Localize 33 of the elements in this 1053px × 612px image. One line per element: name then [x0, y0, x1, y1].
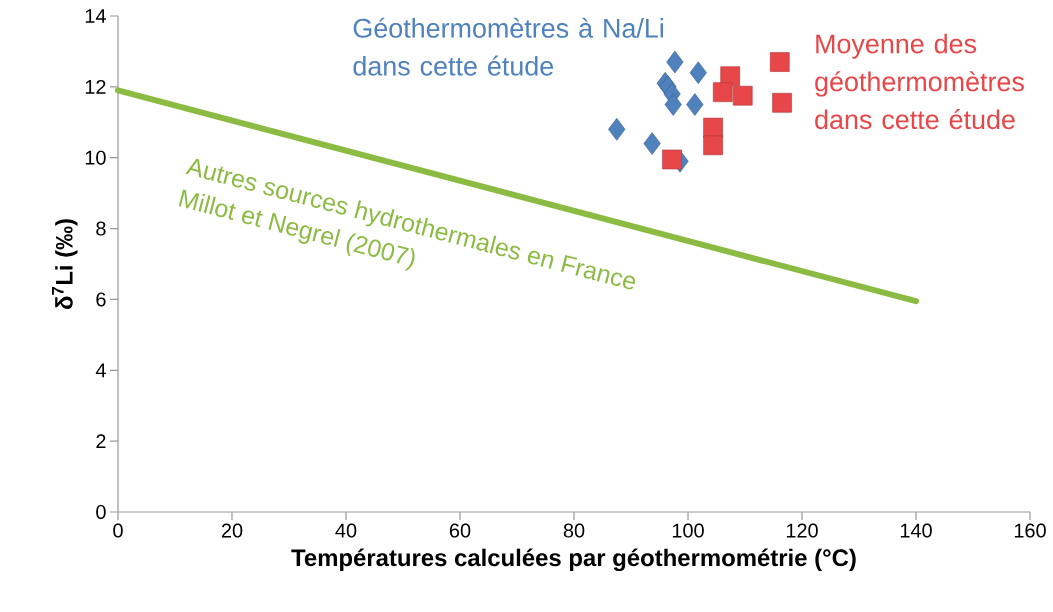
y-tick-label: 0: [96, 504, 106, 520]
series-label: Géothermomètres à Na/Li dans cette étude: [353, 17, 663, 76]
point: [666, 50, 684, 74]
x-tick-label: 140: [900, 523, 932, 538]
point: [769, 52, 790, 72]
point: [689, 61, 707, 84]
point: [772, 92, 792, 113]
x-tick-label: 20: [221, 523, 243, 538]
y-axis-title: δ$^{7}$Li (‰): [52, 219, 78, 310]
y-tick-label: 12: [85, 79, 106, 94]
y-tick-label: 6: [96, 292, 106, 307]
x-tick-label: 80: [563, 523, 585, 538]
point: [686, 93, 704, 116]
point: [664, 93, 682, 116]
point: [703, 135, 723, 156]
x-tick-label: 120: [786, 523, 818, 538]
x-tick-label: 60: [449, 523, 471, 538]
point: [662, 149, 682, 170]
x-tick-label: 160: [1014, 523, 1046, 538]
x-tick-label: 100: [672, 523, 704, 538]
y-tick-label: 4: [95, 363, 106, 378]
x-tick-label: 0: [113, 523, 123, 538]
point: [732, 85, 753, 106]
y-tick-label: 14: [85, 9, 106, 23]
y-tick-label: 2: [96, 434, 106, 449]
x-axis-title: Températures calculées par géothermométrie (°C): [291, 548, 856, 572]
x-tick-label: 40: [335, 523, 357, 538]
y-tick-label: 8: [96, 221, 106, 236]
point: [643, 132, 661, 155]
y-tick-label: 10: [85, 150, 106, 165]
point: [608, 118, 626, 141]
series-label: Moyenne des géothermomètres dans cette étude: [815, 33, 1024, 130]
point: [712, 82, 733, 102]
